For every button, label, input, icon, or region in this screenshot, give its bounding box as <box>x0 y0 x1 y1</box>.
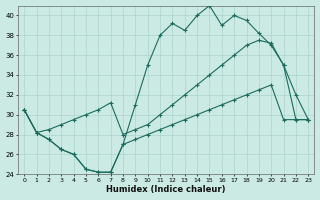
X-axis label: Humidex (Indice chaleur): Humidex (Indice chaleur) <box>107 185 226 194</box>
